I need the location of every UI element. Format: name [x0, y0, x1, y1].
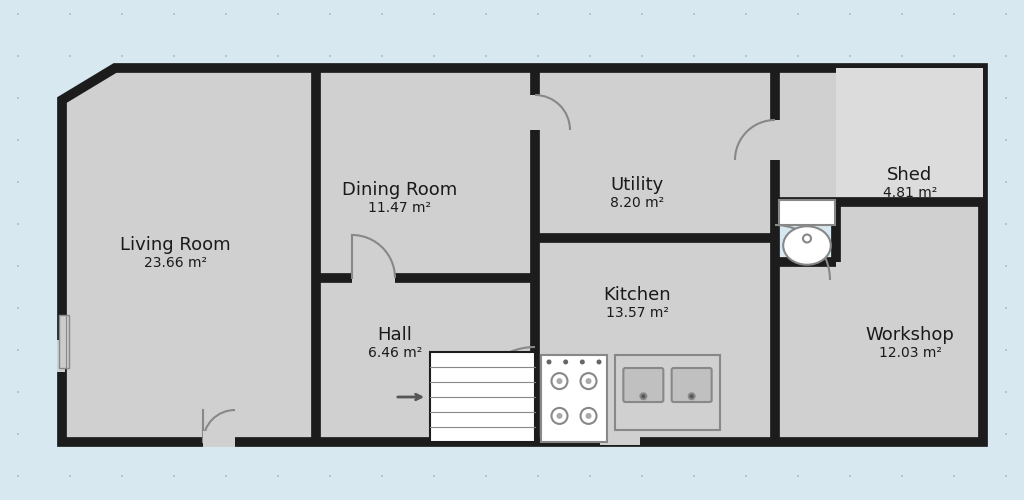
Text: 13.57 m²: 13.57 m² [605, 306, 669, 320]
Text: 11.47 m²: 11.47 m² [369, 201, 431, 215]
FancyBboxPatch shape [672, 368, 712, 402]
Text: Utility: Utility [610, 176, 664, 194]
Text: Shed: Shed [888, 166, 933, 184]
Circle shape [688, 392, 695, 400]
Circle shape [597, 360, 601, 364]
Text: Kitchen: Kitchen [603, 286, 671, 304]
Circle shape [639, 392, 647, 400]
Text: 23.66 m²: 23.66 m² [143, 256, 207, 270]
Text: 4.81 m²: 4.81 m² [883, 186, 937, 200]
Text: Living Room: Living Room [120, 236, 230, 254]
Circle shape [586, 413, 592, 419]
Circle shape [689, 394, 693, 398]
Text: Workshop: Workshop [865, 326, 954, 344]
Bar [775, 202, 836, 262]
Text: 12.03 m²: 12.03 m² [879, 346, 941, 360]
Circle shape [547, 360, 552, 364]
Circle shape [563, 360, 568, 364]
Circle shape [556, 413, 562, 419]
Ellipse shape [783, 226, 830, 265]
Bar [430, 352, 535, 442]
Bar [203, 435, 234, 447]
FancyBboxPatch shape [624, 368, 664, 402]
Circle shape [641, 394, 645, 398]
Text: 6.46 m²: 6.46 m² [368, 346, 422, 360]
Bar [779, 200, 835, 224]
Bar [57, 340, 65, 372]
Bar [600, 431, 640, 445]
Text: Dining Room: Dining Room [342, 181, 458, 199]
Bar [203, 431, 234, 445]
Circle shape [586, 378, 592, 384]
Bar [615, 355, 720, 430]
Bar [59, 315, 69, 368]
Text: Hall: Hall [378, 326, 413, 344]
Bar [541, 355, 607, 442]
Polygon shape [62, 68, 983, 442]
Bar [836, 68, 983, 202]
Text: 8.20 m²: 8.20 m² [610, 196, 664, 210]
Circle shape [580, 360, 585, 364]
Circle shape [556, 378, 562, 384]
